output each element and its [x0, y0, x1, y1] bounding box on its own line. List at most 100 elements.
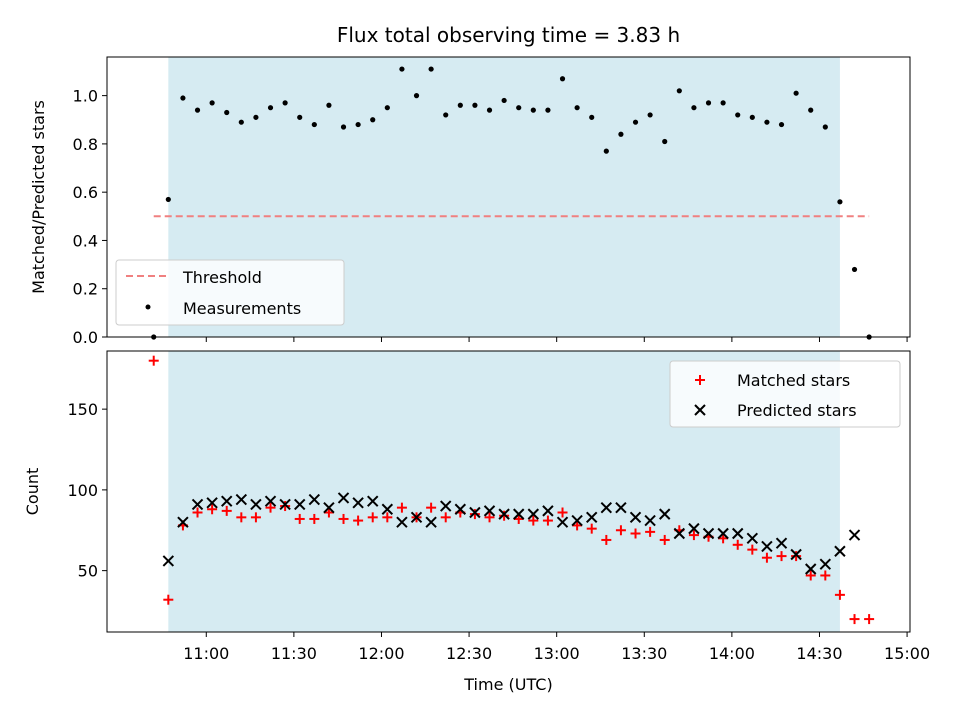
- matched-star-point: [645, 526, 656, 537]
- legend-plus-marker: [695, 375, 705, 385]
- bottom-legend: Matched stars Predicted stars: [669, 360, 901, 428]
- predicted-star-point: [264, 495, 277, 507]
- matched-star-point: [659, 534, 670, 545]
- measurement-point: [691, 105, 697, 111]
- predicted-star-point: [659, 508, 671, 520]
- measurement-point: [822, 124, 828, 130]
- measurement-point: [326, 102, 332, 108]
- measurement-point: [297, 114, 303, 120]
- predicted-star-point: [644, 514, 656, 527]
- predicted-star-point: [337, 492, 350, 504]
- measurement-point: [428, 66, 434, 72]
- measurement-point: [253, 114, 259, 120]
- x-tick-label: 12:30: [446, 644, 492, 663]
- top-y-axis-label: Matched/Predicted stars: [29, 100, 48, 294]
- matched-star-point: [309, 513, 320, 524]
- y-tick-label: 150: [67, 400, 98, 419]
- x-tick-label: 14:30: [796, 644, 842, 663]
- y-tick-label: 100: [67, 481, 98, 500]
- measurement-point: [603, 148, 609, 154]
- predicted-star-point: [308, 493, 321, 506]
- matched-star-point: [323, 507, 334, 518]
- predicted-star-point: [542, 505, 554, 517]
- x-tick-label: 13:00: [534, 644, 580, 663]
- matched-star-point: [338, 513, 349, 524]
- measurement-point: [180, 95, 186, 101]
- predicted-star-point: [556, 516, 569, 528]
- matched-star-point: [601, 534, 612, 545]
- matched-star-point: [688, 530, 699, 541]
- predicted-star-point: [790, 548, 802, 561]
- matched-star-point: [148, 355, 159, 366]
- bottom-x-axis: 11:00 11:30 12:00 12:30 13:00 13:30 14:00 14:30…: [183, 632, 930, 663]
- x-tick-label: 11:00: [183, 644, 229, 663]
- matched-star-point: [528, 515, 539, 526]
- matched-star-point: [615, 525, 626, 536]
- matched-star-point: [586, 523, 597, 534]
- predicted-star-point: [381, 503, 394, 515]
- predicted-star-point: [527, 508, 540, 520]
- measurement-point: [735, 112, 741, 118]
- matched-star-point: [280, 501, 291, 512]
- matched-star-point: [557, 507, 568, 518]
- measurement-point: [384, 105, 390, 111]
- top-y-axis: 0.0 0.2 0.4 0.6 0.8 1.0: [73, 87, 107, 347]
- measurement-point: [720, 100, 726, 106]
- matched-star-point: [849, 614, 860, 625]
- predicted-star-point: [746, 532, 759, 545]
- predicted-star-point: [410, 511, 423, 524]
- measurement-point: [662, 138, 668, 145]
- legend-threshold-label: Threshold: [182, 268, 262, 287]
- predicted-star-point: [819, 558, 832, 570]
- measurement-point: [808, 107, 814, 113]
- matched-star-point: [207, 504, 218, 515]
- predicted-star-point: [688, 522, 700, 535]
- matched-star-point: [221, 505, 232, 516]
- predicted-star-point: [221, 495, 233, 507]
- predicted-star-point: [352, 497, 364, 509]
- bottom-legend-box: [669, 360, 901, 428]
- matched-stars-points: [148, 355, 875, 625]
- predicted-star-point: [775, 537, 788, 549]
- matched-star-point: [791, 551, 802, 562]
- legend-measurements-swatch: [145, 304, 151, 310]
- measurement-point: [778, 121, 785, 128]
- top-x-ticks: [205, 337, 908, 342]
- top-axes-frame: [106, 56, 911, 338]
- predicted-star-point: [323, 501, 335, 514]
- measurement-point: [472, 102, 478, 108]
- measurement-point: [501, 97, 507, 104]
- predicted-star-point: [805, 563, 817, 575]
- measurement-point: [413, 93, 420, 99]
- predicted-star-point: [279, 498, 291, 511]
- top-legend: Threshold Measurements: [115, 259, 345, 326]
- predicted-star-point: [483, 505, 496, 517]
- predicted-star-point: [834, 545, 846, 557]
- y-tick-label: 0.0: [73, 328, 98, 347]
- x-tick-label: 11:30: [271, 644, 317, 663]
- measurement-point: [267, 105, 274, 111]
- matched-star-point: [776, 551, 787, 562]
- measurement-point: [530, 107, 536, 113]
- matched-star-point: [834, 589, 845, 600]
- matched-star-point: [732, 539, 743, 550]
- y-tick-label: 50: [78, 562, 98, 581]
- x-tick-label: 14:00: [709, 644, 755, 663]
- measurement-point: [194, 107, 201, 113]
- matched-star-point: [440, 512, 451, 523]
- measurement-point: [705, 100, 712, 106]
- measurement-point: [165, 196, 171, 203]
- matched-star-point: [163, 594, 174, 605]
- bottom-y-axis: 50 100 150: [67, 400, 107, 581]
- predicted-star-point: [396, 516, 408, 528]
- matched-star-point: [718, 533, 729, 544]
- matched-star-point: [761, 552, 772, 563]
- matched-star-point: [367, 512, 378, 523]
- predicted-star-point: [498, 508, 510, 520]
- matched-star-point: [426, 502, 437, 513]
- matched-star-point: [864, 614, 875, 625]
- matched-star-point: [805, 570, 816, 581]
- matched-star-point: [250, 512, 261, 523]
